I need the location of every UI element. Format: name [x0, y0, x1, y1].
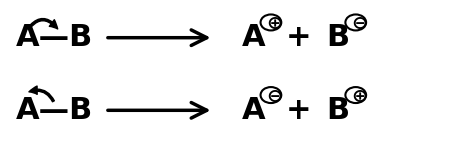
- Text: +: +: [285, 23, 311, 52]
- Text: A—B: A—B: [16, 96, 93, 125]
- Text: ⊕: ⊕: [266, 14, 283, 33]
- Text: ⊖: ⊖: [266, 87, 283, 106]
- Text: B: B: [327, 23, 350, 52]
- Text: ⊖: ⊖: [351, 14, 367, 33]
- FancyArrowPatch shape: [27, 18, 58, 30]
- Text: +: +: [285, 96, 311, 125]
- FancyArrowPatch shape: [29, 86, 55, 102]
- Text: B: B: [327, 96, 350, 125]
- Text: A—B: A—B: [16, 23, 93, 52]
- Text: ⊕: ⊕: [351, 87, 367, 106]
- Text: A: A: [242, 23, 265, 52]
- Text: A: A: [242, 96, 265, 125]
